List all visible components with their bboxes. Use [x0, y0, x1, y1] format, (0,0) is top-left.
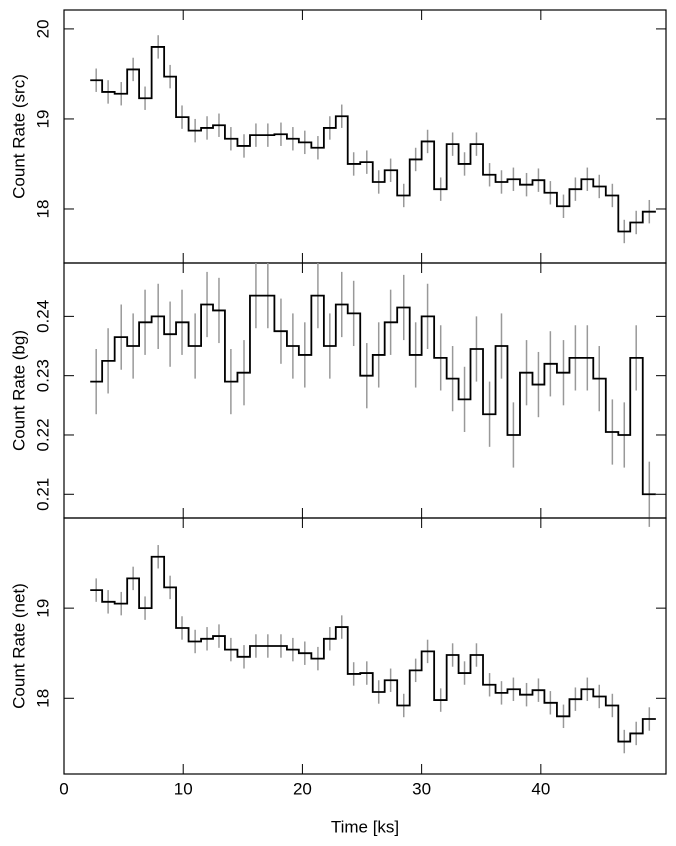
y-tick-label: 20 — [33, 19, 52, 38]
y-axis-label: Count Rate (net) — [9, 583, 28, 709]
x-tick-label: 20 — [293, 779, 312, 798]
step-line — [90, 555, 656, 743]
x-axis-label: Time [ks] — [331, 817, 399, 836]
y-tick-label: 0.22 — [33, 418, 52, 451]
x-tick-label: 30 — [412, 779, 431, 798]
y-tick-label: 18 — [33, 689, 52, 708]
step-line — [90, 294, 656, 496]
y-axis-label: Count Rate (src) — [9, 74, 28, 199]
y-tick-label: 19 — [33, 599, 52, 618]
x-tick-label: 0 — [59, 779, 68, 798]
x-tick-label: 10 — [174, 779, 193, 798]
panel-frame — [63, 517, 667, 775]
y-axis-label: Count Rate (bg) — [9, 330, 28, 451]
x-tick-label: 40 — [531, 779, 550, 798]
y-tick-label: 0.23 — [33, 359, 52, 392]
step-line — [90, 46, 656, 233]
y-tick-label: 0.21 — [33, 478, 52, 511]
y-tick-label: 0.24 — [33, 300, 52, 333]
y-tick-label: 19 — [33, 109, 52, 128]
panel-frame — [63, 9, 667, 264]
y-tick-label: 18 — [33, 200, 52, 219]
